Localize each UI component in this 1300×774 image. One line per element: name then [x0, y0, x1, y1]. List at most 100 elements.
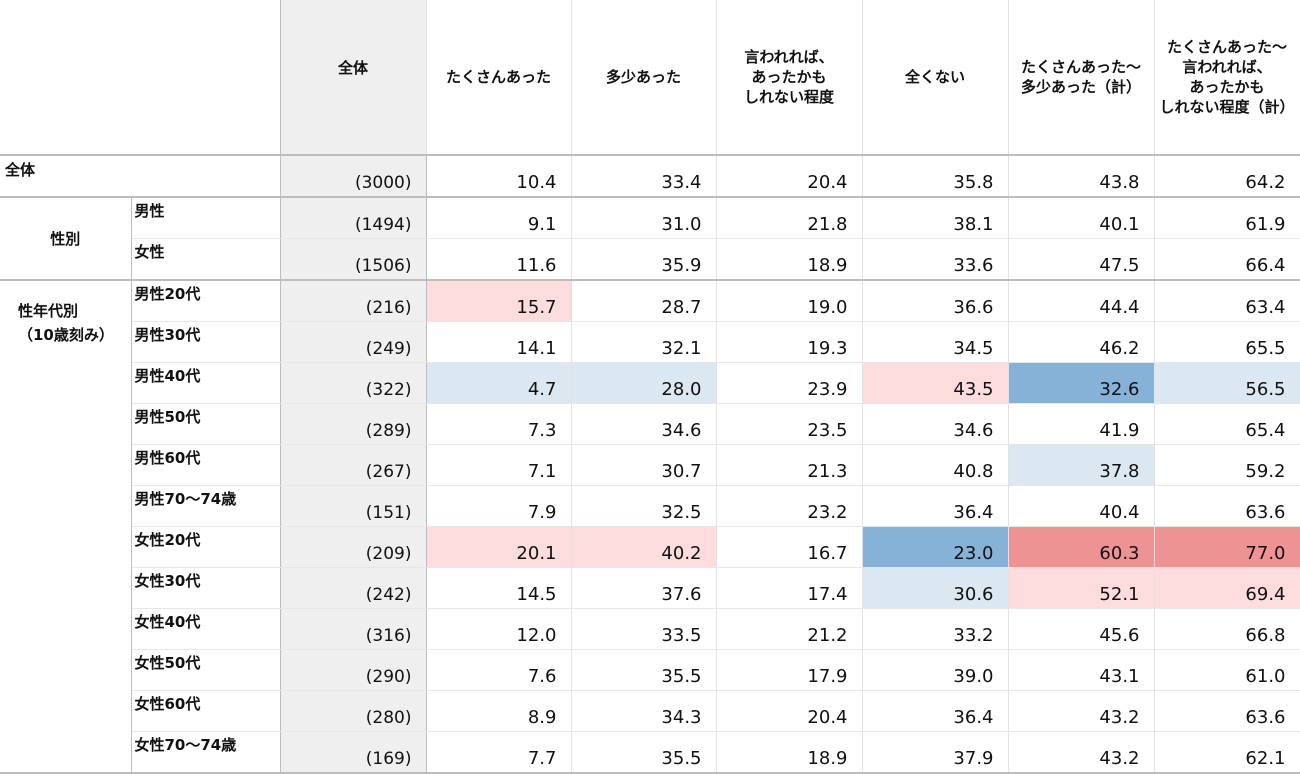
value-cell: 14.1 [426, 321, 572, 363]
value-cell: 40.1 [1008, 197, 1155, 239]
value-cell: 18.9 [716, 238, 863, 281]
table-row: 女性60代 (280) 8.9 34.3 20.4 36.4 43.2 63.6 [0, 690, 1300, 732]
value-cell: 32.6 [1008, 362, 1155, 404]
value-cell: 56.5 [1154, 362, 1300, 404]
value-cell: 37.9 [862, 731, 1009, 774]
value-cell: 40.2 [571, 526, 717, 568]
value-cell: 35.5 [571, 731, 717, 774]
value-cell: 43.1 [1008, 649, 1155, 691]
value-cell: 35.9 [571, 238, 717, 281]
value-cell: 33.4 [571, 155, 717, 198]
value-cell: 10.4 [426, 155, 572, 198]
value-cell: 44.4 [1008, 280, 1155, 322]
value-cell: 17.9 [716, 649, 863, 691]
table-row: 女性 (1506) 11.6 35.9 18.9 33.6 47.5 66.4 [0, 238, 1300, 281]
value-cell: 7.3 [426, 403, 572, 445]
value-cell: 30.6 [862, 567, 1009, 609]
table-row: 男性70～74歳 (151) 7.9 32.5 23.2 36.4 40.4 63.6 [0, 485, 1300, 527]
sample-size-cell: (209) [279, 526, 427, 568]
value-cell: 52.1 [1008, 567, 1155, 609]
value-cell: 40.4 [1008, 485, 1155, 527]
header-row: 全体 たくさんあった 多少あった 言われれば、 あったかも しれない程度 全くな… [0, 0, 1300, 156]
value-cell: 14.5 [426, 567, 572, 609]
value-cell: 21.2 [716, 608, 863, 650]
value-cell: 28.7 [571, 280, 717, 322]
value-cell: 69.4 [1154, 567, 1300, 609]
value-cell: 32.1 [571, 321, 717, 363]
sample-size-cell: (316) [279, 608, 427, 650]
value-cell: 65.4 [1154, 403, 1300, 445]
value-cell: 30.7 [571, 444, 717, 486]
column-header: 全体 [279, 0, 427, 156]
value-cell: 61.0 [1154, 649, 1300, 691]
row-label: 女性 [131, 238, 281, 281]
sample-size-cell: (3000) [279, 155, 427, 198]
value-cell: 34.6 [571, 403, 717, 445]
sample-size-cell: (1494) [279, 197, 427, 239]
value-cell: 34.3 [571, 690, 717, 732]
value-cell: 33.5 [571, 608, 717, 650]
table-row: 女性30代 (242) 14.5 37.6 17.4 30.6 52.1 69.4 [0, 567, 1300, 609]
column-header: たくさんあった～ 多少あった（計） [1008, 0, 1155, 156]
value-cell: 59.2 [1154, 444, 1300, 486]
value-cell: 21.8 [716, 197, 863, 239]
value-cell: 34.6 [862, 403, 1009, 445]
value-cell: 45.6 [1008, 608, 1155, 650]
value-cell: 33.2 [862, 608, 1009, 650]
value-cell: 60.3 [1008, 526, 1155, 568]
value-cell: 43.8 [1008, 155, 1155, 198]
group-label: 性別 [0, 197, 132, 281]
row-label: 男性40代 [131, 362, 281, 404]
row-label: 女性70～74歳 [131, 731, 281, 774]
table-row: 女性50代 (290) 7.6 35.5 17.9 39.0 43.1 61.0 [0, 649, 1300, 691]
value-cell: 66.8 [1154, 608, 1300, 650]
value-cell: 23.2 [716, 485, 863, 527]
value-cell: 36.4 [862, 485, 1009, 527]
value-cell: 32.5 [571, 485, 717, 527]
value-cell: 7.6 [426, 649, 572, 691]
value-cell: 36.4 [862, 690, 1009, 732]
table-row: 男性60代 (267) 7.1 30.7 21.3 40.8 37.8 59.2 [0, 444, 1300, 486]
table-row: 女性20代 (209) 20.1 40.2 16.7 23.0 60.3 77.0 [0, 526, 1300, 568]
row-label: 男性30代 [131, 321, 281, 363]
value-cell: 39.0 [862, 649, 1009, 691]
sample-size-cell: (169) [279, 731, 427, 774]
value-cell: 63.6 [1154, 485, 1300, 527]
value-cell: 23.5 [716, 403, 863, 445]
column-header: たくさんあった～ 言われれば、 あったかも しれない程度（計） [1154, 0, 1300, 156]
value-cell: 9.1 [426, 197, 572, 239]
value-cell: 31.0 [571, 197, 717, 239]
value-cell: 18.9 [716, 731, 863, 774]
value-cell: 46.2 [1008, 321, 1155, 363]
value-cell: 41.9 [1008, 403, 1155, 445]
value-cell: 7.1 [426, 444, 572, 486]
column-header: 多少あった [571, 0, 717, 156]
value-cell: 77.0 [1154, 526, 1300, 568]
table-row: 女性40代 (316) 12.0 33.5 21.2 33.2 45.6 66.8 [0, 608, 1300, 650]
value-cell: 35.8 [862, 155, 1009, 198]
table-row: 性別 男性 (1494) 9.1 31.0 21.8 38.1 40.1 61.9 [0, 197, 1300, 281]
value-cell: 43.2 [1008, 690, 1155, 732]
value-cell: 12.0 [426, 608, 572, 650]
table-body: 全体 (3000) 10.4 33.4 20.4 35.8 43.8 64.2 性別 男性 (149… [0, 155, 1300, 774]
sample-size-cell: (289) [279, 403, 427, 445]
value-cell: 21.3 [716, 444, 863, 486]
sample-size-cell: (280) [279, 690, 427, 732]
row-label: 男性50代 [131, 403, 281, 445]
value-cell: 23.9 [716, 362, 863, 404]
row-label: 全体 [0, 155, 281, 198]
value-cell: 19.3 [716, 321, 863, 363]
value-cell: 37.8 [1008, 444, 1155, 486]
sample-size-cell: (216) [279, 280, 427, 322]
value-cell: 20.4 [716, 155, 863, 198]
value-cell: 47.5 [1008, 238, 1155, 281]
value-cell: 19.0 [716, 280, 863, 322]
table-row: 女性70～74歳 (169) 7.7 35.5 18.9 37.9 43.2 62.1 [0, 731, 1300, 774]
table-row: 男性30代 (249) 14.1 32.1 19.3 34.5 46.2 65.5 [0, 321, 1300, 363]
value-cell: 43.5 [862, 362, 1009, 404]
value-cell: 61.9 [1154, 197, 1300, 239]
sample-size-cell: (249) [279, 321, 427, 363]
row-label: 男性20代 [131, 280, 281, 322]
value-cell: 64.2 [1154, 155, 1300, 198]
value-cell: 66.4 [1154, 238, 1300, 281]
